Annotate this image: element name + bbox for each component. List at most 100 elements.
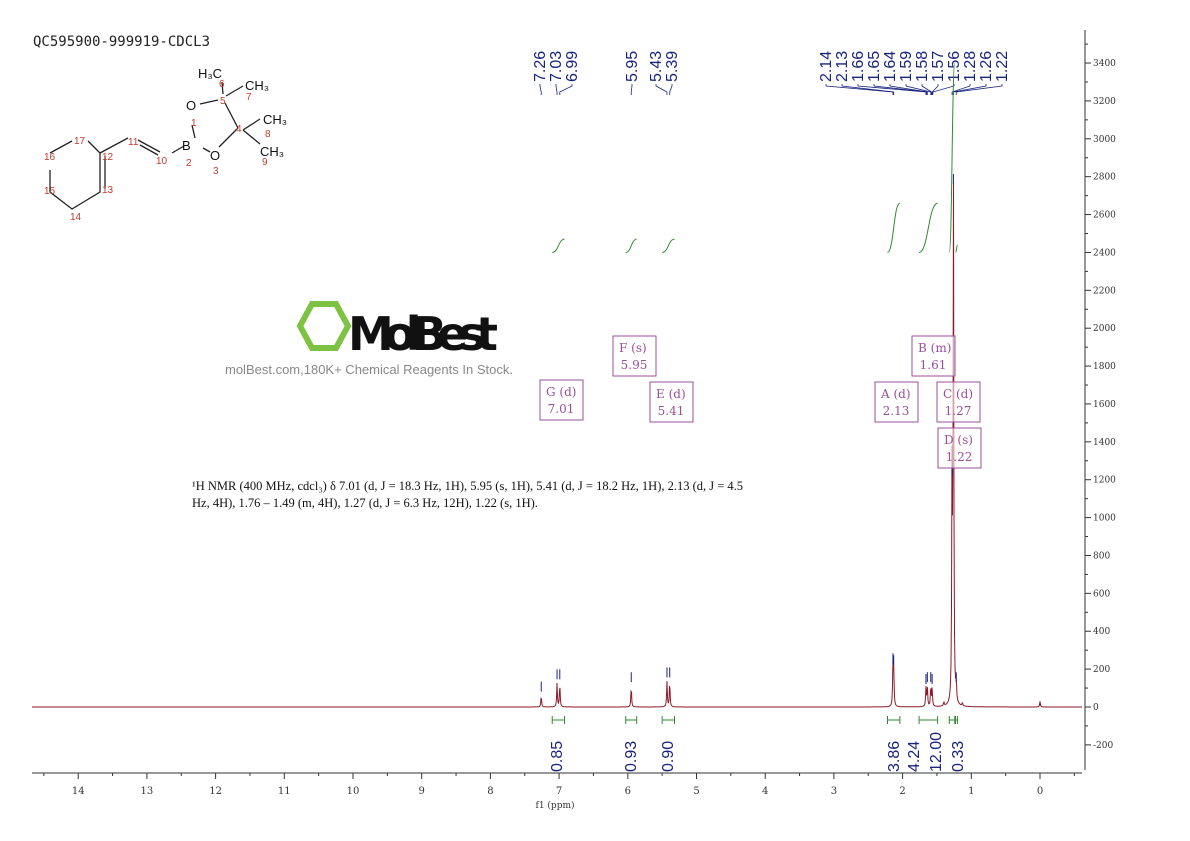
multiplet-box — [612, 335, 657, 377]
svg-text:4: 4 — [236, 124, 242, 135]
peak-label: 1.65 — [866, 51, 883, 82]
multiplet-box — [936, 381, 981, 423]
svg-text:8: 8 — [265, 129, 271, 140]
multiplet-label: F (s) — [619, 341, 647, 355]
multiplet-shift: 2.13 — [883, 404, 910, 418]
y-tick-label: 2000 — [1093, 324, 1116, 334]
integral-value: 12.00 — [928, 732, 945, 772]
peak-label: 1.56 — [946, 51, 963, 82]
svg-text:2: 2 — [186, 158, 192, 169]
x-tick-label: 11 — [278, 786, 291, 797]
peak-label-connector — [539, 84, 542, 95]
peak-label-connector — [932, 84, 955, 95]
spectrum-line — [32, 181, 1082, 708]
x-tick-label: 12 — [209, 786, 222, 797]
y-tick-label: 400 — [1093, 627, 1110, 637]
svg-text:O: O — [186, 98, 196, 113]
multiplet-shift: 7.01 — [548, 402, 575, 416]
x-tick-label: 8 — [487, 786, 493, 797]
peak-label-connector — [841, 84, 895, 95]
y-tick-label: 1600 — [1093, 400, 1116, 410]
svg-text:14: 14 — [70, 212, 82, 223]
svg-text:12: 12 — [102, 152, 114, 163]
integral-curve — [948, 62, 956, 253]
peak-label: 1.22 — [994, 51, 1011, 82]
x-axis-label: f1 (ppm) — [536, 800, 575, 811]
multiplet-box — [649, 381, 694, 423]
peak-label-connector — [921, 84, 932, 95]
integral-curve — [662, 238, 675, 253]
svg-text:10: 10 — [156, 156, 168, 167]
y-tick-label: 3200 — [1093, 97, 1116, 107]
svg-text:17: 17 — [74, 136, 86, 147]
integral-value: 0.33 — [950, 741, 967, 772]
integral-value: 0.90 — [660, 741, 677, 772]
svg-text:CH₃: CH₃ — [263, 112, 287, 127]
y-tick-label: 2600 — [1093, 211, 1116, 221]
molbest-logo: MolBest — [296, 301, 498, 358]
svg-text:16: 16 — [44, 152, 56, 163]
integral-bracket — [918, 716, 939, 724]
peak-label: 1.57 — [930, 51, 947, 82]
peak-label: 1.64 — [882, 51, 899, 82]
multiplet-shift: 5.95 — [621, 358, 648, 372]
peak-label-connector — [955, 84, 1003, 95]
multiplet-label: C (d) — [943, 387, 973, 401]
integral-value: 0.85 — [549, 741, 566, 772]
svg-text:9: 9 — [262, 157, 268, 168]
svg-text:O: O — [210, 148, 220, 163]
y-tick-label: 1000 — [1093, 514, 1116, 524]
multiplet-box — [874, 381, 919, 423]
multiplet-shift: 5.41 — [658, 404, 685, 418]
peak-label: 2.13 — [834, 51, 851, 82]
peak-label: 7.03 — [548, 51, 565, 82]
integral-bracket — [954, 716, 959, 724]
svg-text:11: 11 — [128, 137, 139, 148]
integral-value: 0.93 — [623, 741, 640, 772]
integral-curve — [887, 202, 901, 253]
peak-label: 7.26 — [532, 51, 549, 82]
x-tick-label: 10 — [347, 786, 360, 797]
multiplet-box — [937, 427, 982, 469]
y-tick-label: 1800 — [1093, 362, 1116, 372]
integral-value: 4.24 — [906, 741, 923, 772]
y-tick-label: 200 — [1093, 665, 1110, 675]
y-tick-label: 600 — [1093, 589, 1110, 599]
peak-label-connector — [951, 84, 971, 95]
integral-bracket — [551, 716, 566, 724]
peak-label: 1.66 — [850, 51, 867, 82]
multiplet-label: A (d) — [880, 387, 911, 401]
svg-text:3: 3 — [213, 166, 219, 177]
peak-label-connector — [825, 84, 894, 95]
peak-label-connector — [931, 84, 939, 95]
peak-label-connector — [889, 84, 928, 95]
x-tick-label: 1 — [968, 786, 974, 797]
svg-text:6: 6 — [219, 79, 225, 90]
multiplet-shift: 1.61 — [920, 358, 947, 372]
multiplet-shift: 1.22 — [946, 450, 973, 464]
integral-bracket — [661, 716, 676, 724]
peak-label-connector — [630, 84, 633, 95]
x-tick-label: 4 — [762, 786, 768, 797]
x-tick-label: 6 — [625, 786, 631, 797]
x-tick-label: 7 — [556, 786, 562, 797]
peak-label: 6.99 — [564, 51, 581, 82]
svg-text:CH₃: CH₃ — [245, 78, 269, 93]
peak-label: 5.95 — [624, 51, 641, 82]
integral-curve — [918, 202, 938, 253]
y-tick-label: -200 — [1093, 741, 1113, 751]
peak-label: 1.28 — [962, 51, 979, 82]
nmr-description: ¹H NMR (400 MHz, cdcl₃) δ 7.01 (d, J = 1… — [192, 479, 744, 510]
x-tick-label: 9 — [419, 786, 425, 797]
svg-text:CH₃: CH₃ — [260, 144, 284, 159]
y-tick-label: 3000 — [1093, 135, 1116, 145]
peak-label: 5.39 — [664, 51, 681, 82]
multiplet-label: E (d) — [656, 387, 686, 401]
x-tick-label: 0 — [1037, 786, 1043, 797]
x-tick-label: 13 — [141, 786, 154, 797]
svg-text:1: 1 — [191, 118, 197, 129]
x-tick-label: 5 — [693, 786, 699, 797]
peak-label-connector — [655, 84, 668, 95]
